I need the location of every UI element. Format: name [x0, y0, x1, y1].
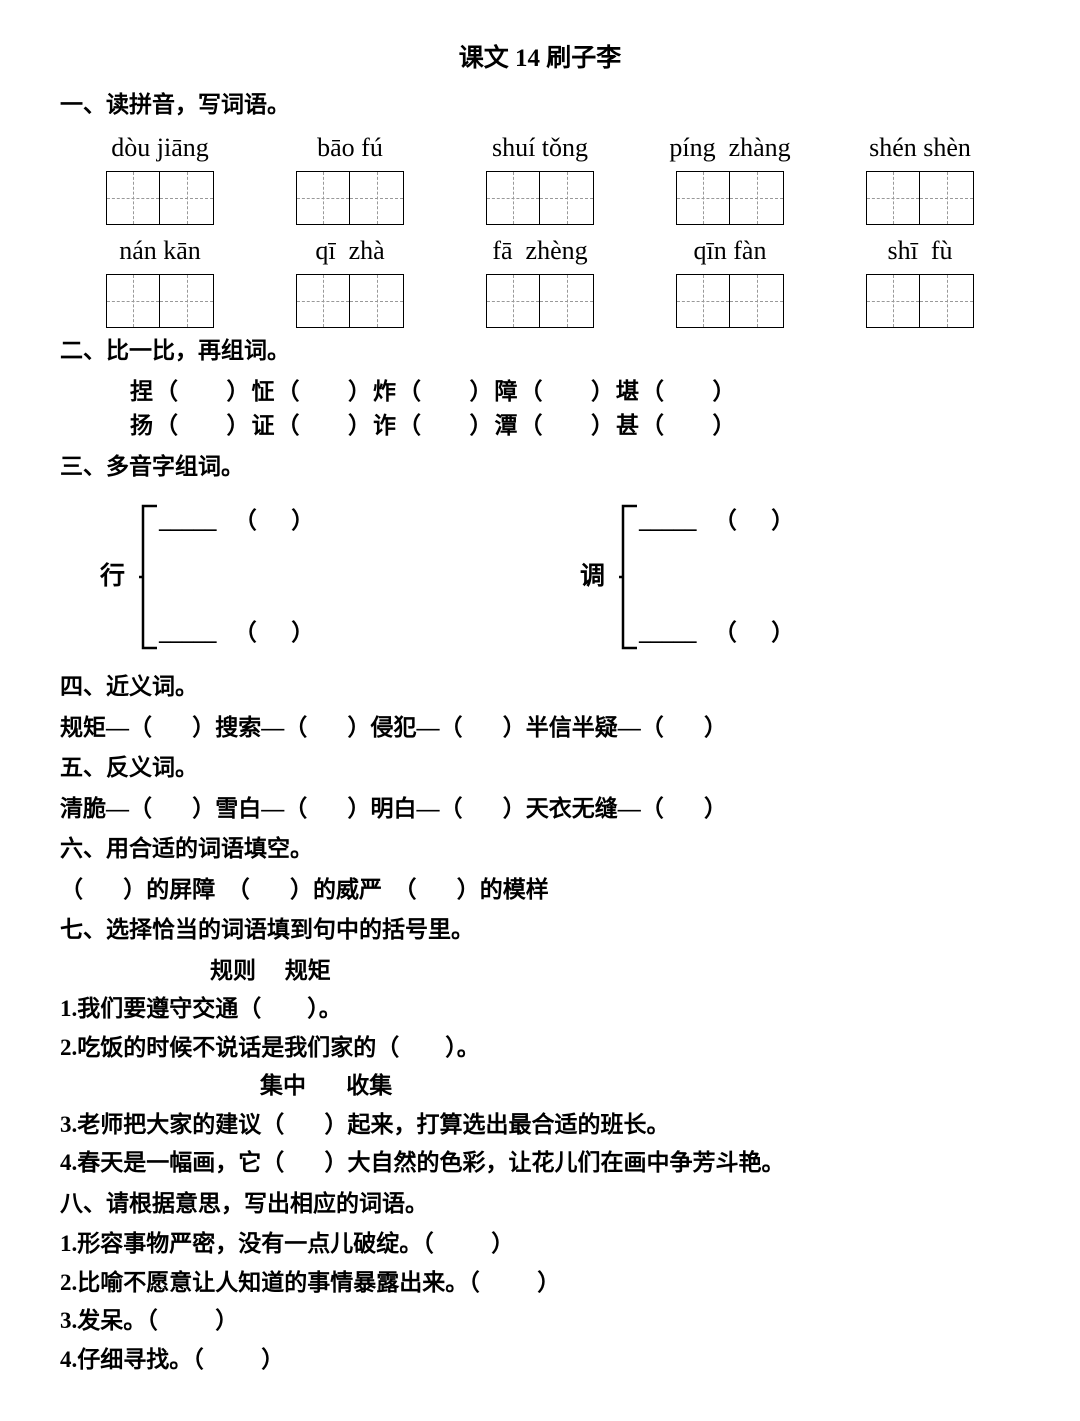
antonyms-line: 清脆—（ ）雪白—（ ）明白—（ ）天衣无缝—（ ）	[60, 792, 1020, 827]
meaning-2: 2.比喻不愿意让人知道的事情暴露出来。（ ）	[60, 1266, 1020, 1301]
char-input-pair[interactable]	[106, 171, 214, 225]
char-input-pair[interactable]	[486, 171, 594, 225]
pinyin-label: bāo fú	[317, 128, 383, 167]
pinyin-item: píng zhàng	[640, 128, 820, 225]
char-input-pair[interactable]	[676, 171, 784, 225]
synonyms-line: 规矩—（ ）搜索—（ ）侵犯—（ ）半信半疑—（ ）	[60, 711, 1020, 746]
meaning-4: 4.仔细寻找。（ ）	[60, 1343, 1020, 1378]
word-pair-1: 规则 规矩	[60, 954, 1020, 989]
pinyin-label: qīn fàn	[694, 231, 767, 270]
polyphonic-char: 行	[60, 558, 139, 596]
char-input-pair[interactable]	[296, 171, 404, 225]
meaning-1: 1.形容事物严密，没有一点儿破绽。（ ）	[60, 1227, 1020, 1262]
section-6-heading: 六、用合适的词语填空。	[60, 832, 1020, 867]
branch-bot: _____ （ ）	[639, 616, 794, 651]
pinyin-label: nán kān	[119, 231, 201, 270]
polyphonic-row: 行 _____ （ ） _____ （ ） 调 _____ （ ） _____ …	[60, 502, 1020, 652]
question-7-4: 4.春天是一幅画，它（ ）大自然的色彩，让花儿们在画中争芳斗艳。	[60, 1146, 1020, 1181]
pinyin-item: shī fù	[830, 231, 1010, 328]
bracket-icon	[139, 502, 159, 652]
page-title: 课文 14 刷子李	[60, 40, 1020, 78]
pinyin-row-1: dòu jiāng bāo fú shuí tǒng píng zhàng sh…	[70, 128, 1010, 225]
pinyin-label: shuí tǒng	[492, 128, 588, 167]
question-7-2: 2.吃饭的时候不说话是我们家的（ ）。	[60, 1031, 1020, 1066]
pinyin-label: fā zhèng	[492, 231, 587, 270]
pinyin-item: fā zhèng	[450, 231, 630, 328]
branch-top: _____ （ ）	[639, 504, 794, 539]
section-7-heading: 七、选择恰当的词语填到句中的括号里。	[60, 913, 1020, 948]
section-4-heading: 四、近义词。	[60, 670, 1020, 705]
pinyin-label: qī zhà	[315, 231, 384, 270]
char-input-pair[interactable]	[106, 274, 214, 328]
pinyin-label: shī fù	[888, 231, 953, 270]
char-input-pair[interactable]	[866, 171, 974, 225]
question-7-1: 1.我们要遵守交通（ ）。	[60, 992, 1020, 1027]
branch-bot: _____ （ ）	[159, 616, 314, 651]
pinyin-item: qīn fàn	[640, 231, 820, 328]
fill-words-line: （ ）的屏障 （ ）的威严 （ ）的模样	[60, 873, 1020, 908]
branch-top: _____ （ ）	[159, 504, 314, 539]
pinyin-item: bāo fú	[260, 128, 440, 225]
pinyin-label: dòu jiāng	[111, 128, 209, 167]
question-7-3: 3.老师把大家的建议（ ）起来，打算选出最合适的班长。	[60, 1108, 1020, 1143]
pinyin-label: píng zhàng	[669, 128, 790, 167]
char-input-pair[interactable]	[676, 274, 784, 328]
compare-row-1: 捏（ ）怔（ ）炸（ ）障（ ）堪（ ）	[60, 375, 1020, 410]
polyphonic-item: 行 _____ （ ） _____ （ ）	[60, 502, 540, 652]
pinyin-item: dòu jiāng	[70, 128, 250, 225]
section-5-heading: 五、反义词。	[60, 751, 1020, 786]
char-input-pair[interactable]	[866, 274, 974, 328]
pinyin-item: qī zhà	[260, 231, 440, 328]
pinyin-item: nán kān	[70, 231, 250, 328]
pinyin-item: shén shèn	[830, 128, 1010, 225]
section-8-heading: 八、请根据意思，写出相应的词语。	[60, 1187, 1020, 1222]
meaning-3: 3.发呆。（ ）	[60, 1304, 1020, 1339]
section-3-heading: 三、多音字组词。	[60, 450, 1020, 485]
pinyin-label: shén shèn	[869, 128, 971, 167]
pinyin-row-2: nán kān qī zhà fā zhèng qīn fàn shī fù	[70, 231, 1010, 328]
char-input-pair[interactable]	[296, 274, 404, 328]
word-pair-2: 集中 收集	[60, 1069, 1020, 1104]
section-1-heading: 一、读拼音，写词语。	[60, 88, 1020, 123]
section-2-heading: 二、比一比，再组词。	[60, 334, 1020, 369]
char-input-pair[interactable]	[486, 274, 594, 328]
pinyin-item: shuí tǒng	[450, 128, 630, 225]
bracket-icon	[619, 502, 639, 652]
polyphonic-item: 调 _____ （ ） _____ （ ）	[540, 502, 1020, 652]
polyphonic-char: 调	[540, 558, 619, 596]
compare-row-2: 扬（ ）证（ ）诈（ ）潭（ ）甚（ ）	[60, 409, 1020, 444]
